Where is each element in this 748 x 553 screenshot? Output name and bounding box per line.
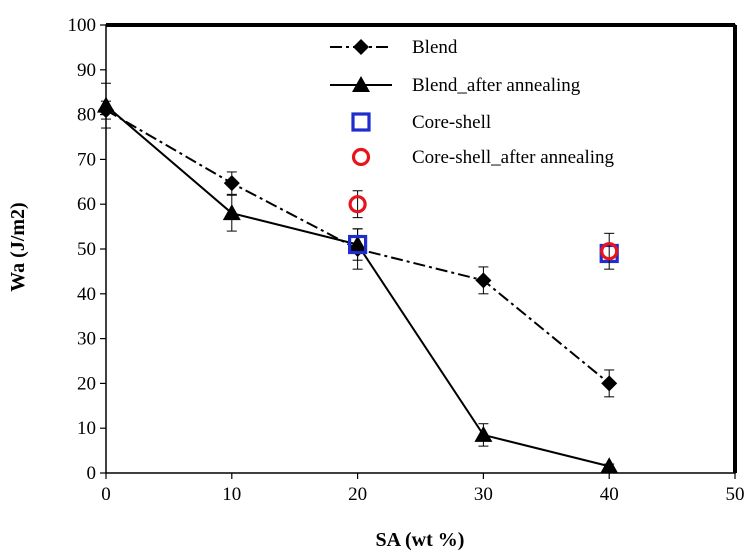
- x-tick-label: 30: [474, 484, 493, 505]
- data-point: [474, 425, 493, 442]
- legend: Blend Blend_after annealing Core-shell Core…: [330, 37, 615, 168]
- legend-marker: [351, 112, 371, 132]
- x-tick-label: 40: [600, 484, 619, 505]
- legend-marker: [353, 39, 369, 55]
- x-axis-title: SA (wt %): [376, 529, 465, 551]
- x-tick-label: 0: [101, 484, 111, 505]
- data-point: [600, 457, 619, 474]
- data-point: [348, 195, 367, 214]
- x-tick-label: 50: [726, 484, 745, 505]
- data-point: [601, 375, 618, 392]
- data-point: [223, 175, 240, 192]
- y-tick-label: 50: [77, 239, 96, 260]
- y-tick-label: 100: [68, 15, 97, 36]
- series-4: [348, 190, 619, 270]
- y-tick-label: 30: [77, 329, 96, 350]
- y-tick-label: 0: [87, 463, 97, 484]
- data-point: [348, 234, 368, 255]
- y-tick-label: 40: [77, 284, 96, 305]
- data-point: [97, 96, 115, 113]
- data-point: [348, 235, 367, 252]
- y-tick-label: 10: [77, 418, 96, 439]
- legend-marker: [351, 147, 371, 167]
- data-point: [475, 272, 492, 289]
- legend-item-4: Core-shell_after annealing: [351, 147, 615, 168]
- y-tick-label: 80: [77, 105, 96, 126]
- legend-label: Core-shell_after annealing: [412, 147, 615, 168]
- legend-label: Core-shell: [412, 112, 491, 133]
- y-tick-label: 20: [77, 373, 96, 394]
- legend-item-3: Core-shell: [351, 112, 491, 133]
- legend-marker: [352, 76, 370, 92]
- x-tick-label: 10: [222, 484, 241, 505]
- series-3: [348, 234, 619, 264]
- series-2: [97, 82, 619, 474]
- y-tick-label: 90: [77, 60, 96, 81]
- data-point: [222, 204, 241, 221]
- x-tick-label: 20: [348, 484, 367, 505]
- y-tick-label: 70: [77, 149, 96, 170]
- y-tick-label: 60: [77, 194, 96, 215]
- y-axis-title: Wa (J/m2): [7, 202, 29, 291]
- legend-label: Blend_after annealing: [412, 75, 581, 96]
- data-point: [600, 242, 619, 261]
- series-layer: [97, 82, 619, 474]
- legend-label: Blend: [412, 37, 458, 58]
- axes: 0 10 20 30 40 50 60 70 80 90 100 0 10 20 30 40 50: [68, 15, 745, 505]
- legend-item-2: Blend_after annealing: [330, 75, 581, 96]
- legend-item-1: Blend: [330, 37, 458, 58]
